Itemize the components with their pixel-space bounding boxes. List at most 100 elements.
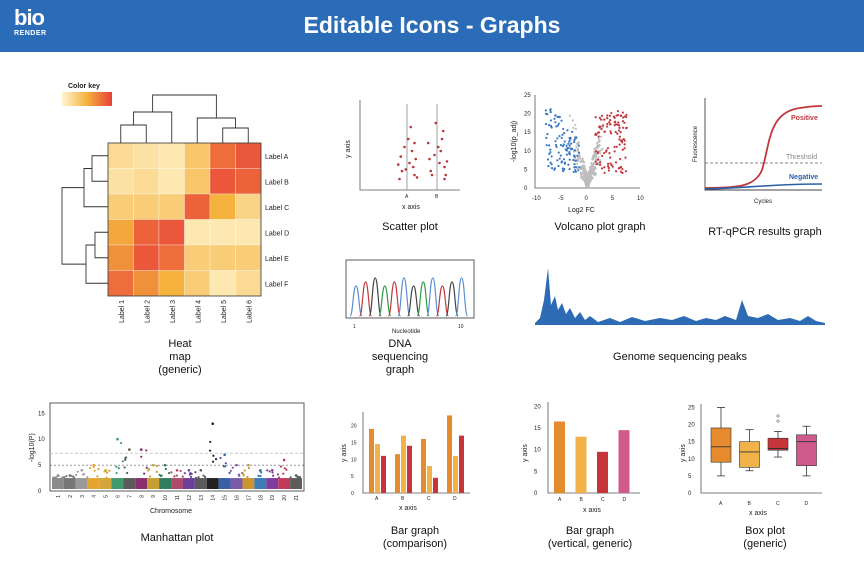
manhattan-xtick: 21 [294, 495, 300, 501]
bar-comparison-bar [433, 477, 438, 493]
volcano-point [609, 122, 612, 126]
volcano-point [586, 178, 590, 181]
heatmap-cell [184, 270, 211, 297]
volcano-point [584, 173, 587, 176]
volcano-point [586, 181, 589, 185]
manhattan-point [282, 458, 286, 462]
manhattan-point [72, 476, 76, 479]
volcano-point [579, 160, 582, 163]
volcano-point [589, 169, 592, 172]
volcano-point [580, 165, 584, 168]
heatmap-cell [209, 270, 236, 297]
volcano-point [569, 138, 572, 141]
volcano-point [592, 169, 595, 172]
bar-vertical-axes [547, 402, 640, 494]
volcano-point [567, 152, 571, 155]
volcano-point [585, 174, 588, 178]
box-body [796, 434, 817, 466]
dna-frame [345, 259, 475, 319]
manhattan-point [173, 475, 176, 478]
volcano-point [590, 177, 593, 180]
volcano-point [590, 165, 594, 168]
volcano-point [593, 155, 597, 158]
rtqpcr-positive [704, 105, 823, 189]
volcano-point [583, 174, 586, 177]
scatter-point [413, 141, 416, 145]
volcano-point [549, 148, 552, 151]
volcano-point [572, 170, 575, 174]
volcano-point [586, 180, 589, 183]
manhattan-point [199, 468, 203, 472]
biorender-logo-subtext: RENDER [14, 30, 47, 37]
volcano-point [571, 158, 575, 162]
bar-comparison-bar [427, 466, 432, 493]
manhattan-point [164, 467, 167, 471]
volcano-point [585, 178, 588, 181]
volcano-point [595, 149, 598, 153]
volcano-point [616, 113, 620, 117]
volcano-point [550, 163, 553, 166]
volcano-point [583, 167, 586, 171]
volcano-point [558, 115, 561, 119]
volcano-point [623, 139, 626, 142]
manhattan-point [187, 468, 191, 472]
dna-peak [359, 281, 373, 317]
volcano-point [549, 109, 552, 112]
manhattan-ylabel: -log10(P) [29, 433, 36, 462]
volcano-point [602, 151, 606, 155]
bar-comparison-ytick: 0 [351, 491, 354, 497]
heatmap-cell [107, 219, 134, 246]
manhattan-point [228, 471, 231, 475]
volcano-point [569, 146, 572, 149]
volcano-point [591, 172, 594, 176]
manhattan-point [71, 475, 74, 478]
volcano-point [591, 165, 594, 168]
manhattan-point [93, 469, 96, 472]
volcano-point [619, 139, 623, 142]
volcano-point [573, 163, 576, 166]
volcano-point [588, 173, 591, 177]
volcano-point [593, 171, 597, 174]
manhattan-point [105, 469, 108, 472]
volcano-xlabel: Log2 FC [568, 207, 595, 214]
volcano-point [609, 162, 612, 165]
manhattan-point [242, 474, 245, 477]
volcano-ytick: 20 [524, 112, 531, 118]
bar-comparison-bar [381, 455, 386, 493]
volcano-point [599, 125, 602, 128]
volcano-point [591, 170, 595, 173]
volcano-point [585, 177, 588, 180]
volcano-point [588, 178, 591, 181]
caption-bar-vertical: Bar graph (vertical, generic) [525, 525, 655, 551]
volcano-point [584, 174, 587, 178]
volcano-point [583, 174, 586, 177]
volcano-point [619, 170, 623, 173]
manhattan-point [155, 470, 158, 474]
volcano-point [591, 158, 595, 161]
volcano-point [577, 169, 580, 172]
volcano-point [625, 113, 628, 116]
header-bar: bio RENDER Editable Icons - Graphs [0, 0, 864, 52]
volcano-point [584, 171, 588, 175]
dna-peak [426, 277, 440, 317]
scatter-xtick: A [405, 194, 409, 200]
volcano-point [574, 123, 577, 127]
volcano-point [585, 177, 588, 180]
volcano-point [591, 157, 594, 160]
volcano-point [568, 150, 571, 154]
manhattan-point [222, 465, 225, 468]
volcano-point [591, 171, 594, 174]
manhattan-point [139, 448, 143, 451]
manhattan-chromosome-band [206, 478, 219, 489]
volcano-point [594, 154, 598, 157]
volcano-point [565, 144, 568, 147]
volcano-point [585, 185, 588, 188]
volcano-point [603, 166, 606, 169]
manhattan-point [158, 473, 161, 476]
volcano-point [574, 137, 577, 140]
volcano-point [583, 167, 586, 170]
volcano-point [580, 160, 583, 164]
volcano-point [580, 175, 583, 178]
heatmap-cell [158, 193, 185, 220]
volcano-point [594, 160, 597, 163]
